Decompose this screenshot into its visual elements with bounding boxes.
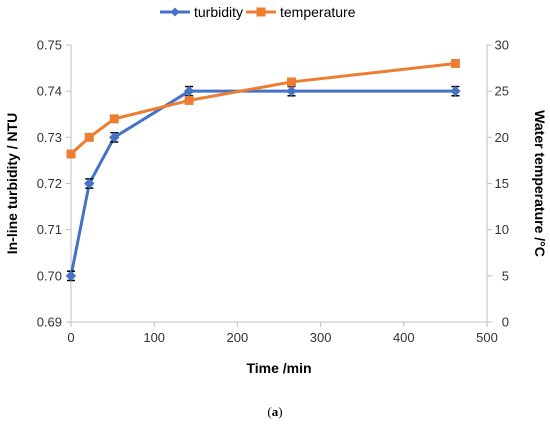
legend: turbidity temperature <box>160 4 356 20</box>
y2-tick-label: 10 <box>495 222 509 237</box>
x-axis-title: Time /min <box>246 360 311 376</box>
axes <box>66 44 492 327</box>
legend-temperature-marker <box>256 7 266 17</box>
line-chart: turbidity temperature 0 100 200 300 400 5000.6… <box>4 4 548 376</box>
y-tick-label: 0.73 <box>37 130 62 145</box>
x-tick-label: 0 <box>67 330 74 345</box>
x-tick-label: 400 <box>393 330 415 345</box>
turbidity-point <box>450 85 461 97</box>
x-tick-label: 100 <box>143 330 165 345</box>
temperature-point <box>109 114 119 124</box>
y2-tick-label: 20 <box>495 130 509 145</box>
x-tick-label: 300 <box>310 330 332 345</box>
y-axis-title: In-line turbidity / NTU <box>4 113 20 255</box>
y2-axis-title: Water temperature /°C <box>532 110 548 257</box>
y2-tick-label: 15 <box>495 176 509 191</box>
legend-turbidity-label: turbidity <box>194 4 243 20</box>
turbidity-point <box>65 270 77 282</box>
figure-caption: (a) <box>267 404 283 419</box>
temperature-point <box>184 95 194 105</box>
y-tick-label: 0.71 <box>37 222 62 237</box>
turbidity-point <box>84 178 95 189</box>
temperature-line <box>69 61 456 156</box>
turbidity-line <box>69 89 456 277</box>
series-group <box>65 58 461 282</box>
temperature-point <box>66 149 76 159</box>
temperature-point <box>286 77 296 87</box>
legend-turbidity-marker <box>170 7 180 17</box>
tick-labels: 0 100 200 300 400 5000.690.700.710.720.730.74… <box>37 38 509 346</box>
y2-tick-label: 25 <box>495 84 509 99</box>
y-tick-label: 0.70 <box>37 268 62 283</box>
turbidity-point <box>109 132 120 143</box>
y2-tick-label: 5 <box>502 268 509 283</box>
turbidity-point <box>183 85 195 97</box>
y-tick-label: 0.72 <box>37 176 62 191</box>
y2-tick-label: 0 <box>502 315 509 330</box>
y-tick-label: 0.69 <box>37 315 62 330</box>
legend-temperature-label: temperature <box>280 4 356 20</box>
turbidity-point <box>286 85 297 97</box>
x-tick-label: 200 <box>227 330 249 345</box>
x-tick-label: 500 <box>476 330 498 345</box>
temperature-point <box>450 58 460 68</box>
y-tick-label: 0.74 <box>37 84 62 99</box>
y2-tick-label: 30 <box>495 38 509 53</box>
caption-letter: a <box>271 404 279 419</box>
y-tick-label: 0.75 <box>37 38 62 53</box>
temperature-point <box>84 132 94 142</box>
